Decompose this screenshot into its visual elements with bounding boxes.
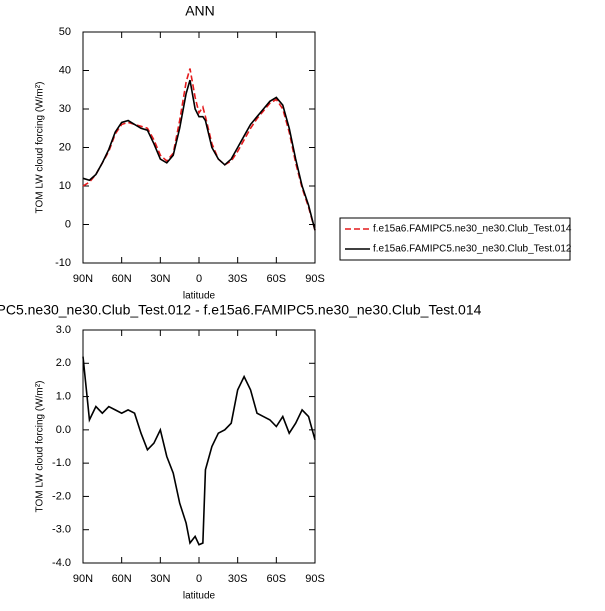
legend-box [339, 217, 571, 261]
x-tick-label: 60N [112, 573, 132, 585]
chart-title: IPC5.ne30_ne30.Club_Test.012 - f.e15a6.F… [0, 302, 482, 318]
x-tick-label: 0 [196, 573, 202, 585]
x-tick-label: 90N [73, 573, 93, 585]
x-axis-label: latitude [183, 291, 216, 302]
y-tick-label: -4.0 [52, 557, 71, 569]
x-tick-label: 90S [305, 273, 325, 285]
x-tick-label: 60S [267, 273, 287, 285]
chart-title: ANN [185, 3, 215, 19]
data-line [82, 79, 316, 231]
data-line [82, 68, 316, 231]
y-tick-label: 40 [59, 64, 71, 76]
y-tick-label: 10 [59, 180, 71, 192]
y-axis-label: TOM LW cloud forcing (W/m²) [35, 381, 46, 513]
y-tick-label: -2.0 [52, 490, 71, 502]
x-axis-label: latitude [183, 591, 216, 602]
x-tick-label: 60S [267, 573, 287, 585]
plot-frame [82, 31, 316, 264]
plot-frame [82, 329, 316, 564]
x-tick-label: 30N [150, 573, 170, 585]
x-tick-label: 0 [196, 273, 202, 285]
x-tick-label: 60N [112, 273, 132, 285]
x-tick-label: 90S [305, 573, 325, 585]
y-tick-label: 3.0 [56, 324, 71, 336]
y-tick-label: -3.0 [52, 524, 71, 536]
y-tick-label: 20 [59, 141, 71, 153]
y-tick-label: 2.0 [56, 357, 71, 369]
y-tick-label: 30 [59, 103, 71, 115]
data-line [82, 356, 316, 546]
x-tick-label: 30N [150, 273, 170, 285]
legend-label: f.e15a6.FAMIPC5.ne30_ne30.Club_Test.012 [373, 244, 572, 255]
x-tick-label: 90N [73, 273, 93, 285]
y-tick-label: 0.0 [56, 424, 71, 436]
x-tick-label: 30S [228, 273, 248, 285]
y-axis-label: TOM LW cloud forcing (W/m²) [35, 82, 46, 214]
x-tick-label: 30S [228, 573, 248, 585]
y-tick-label: 50 [59, 26, 71, 38]
y-tick-label: 0 [65, 218, 71, 230]
legend-label: f.e15a6.FAMIPC5.ne30_ne30.Club_Test.014 [373, 224, 572, 235]
y-tick-label: 1.0 [56, 390, 71, 402]
y-tick-label: -10 [55, 257, 71, 269]
y-tick-label: -1.0 [52, 457, 71, 469]
